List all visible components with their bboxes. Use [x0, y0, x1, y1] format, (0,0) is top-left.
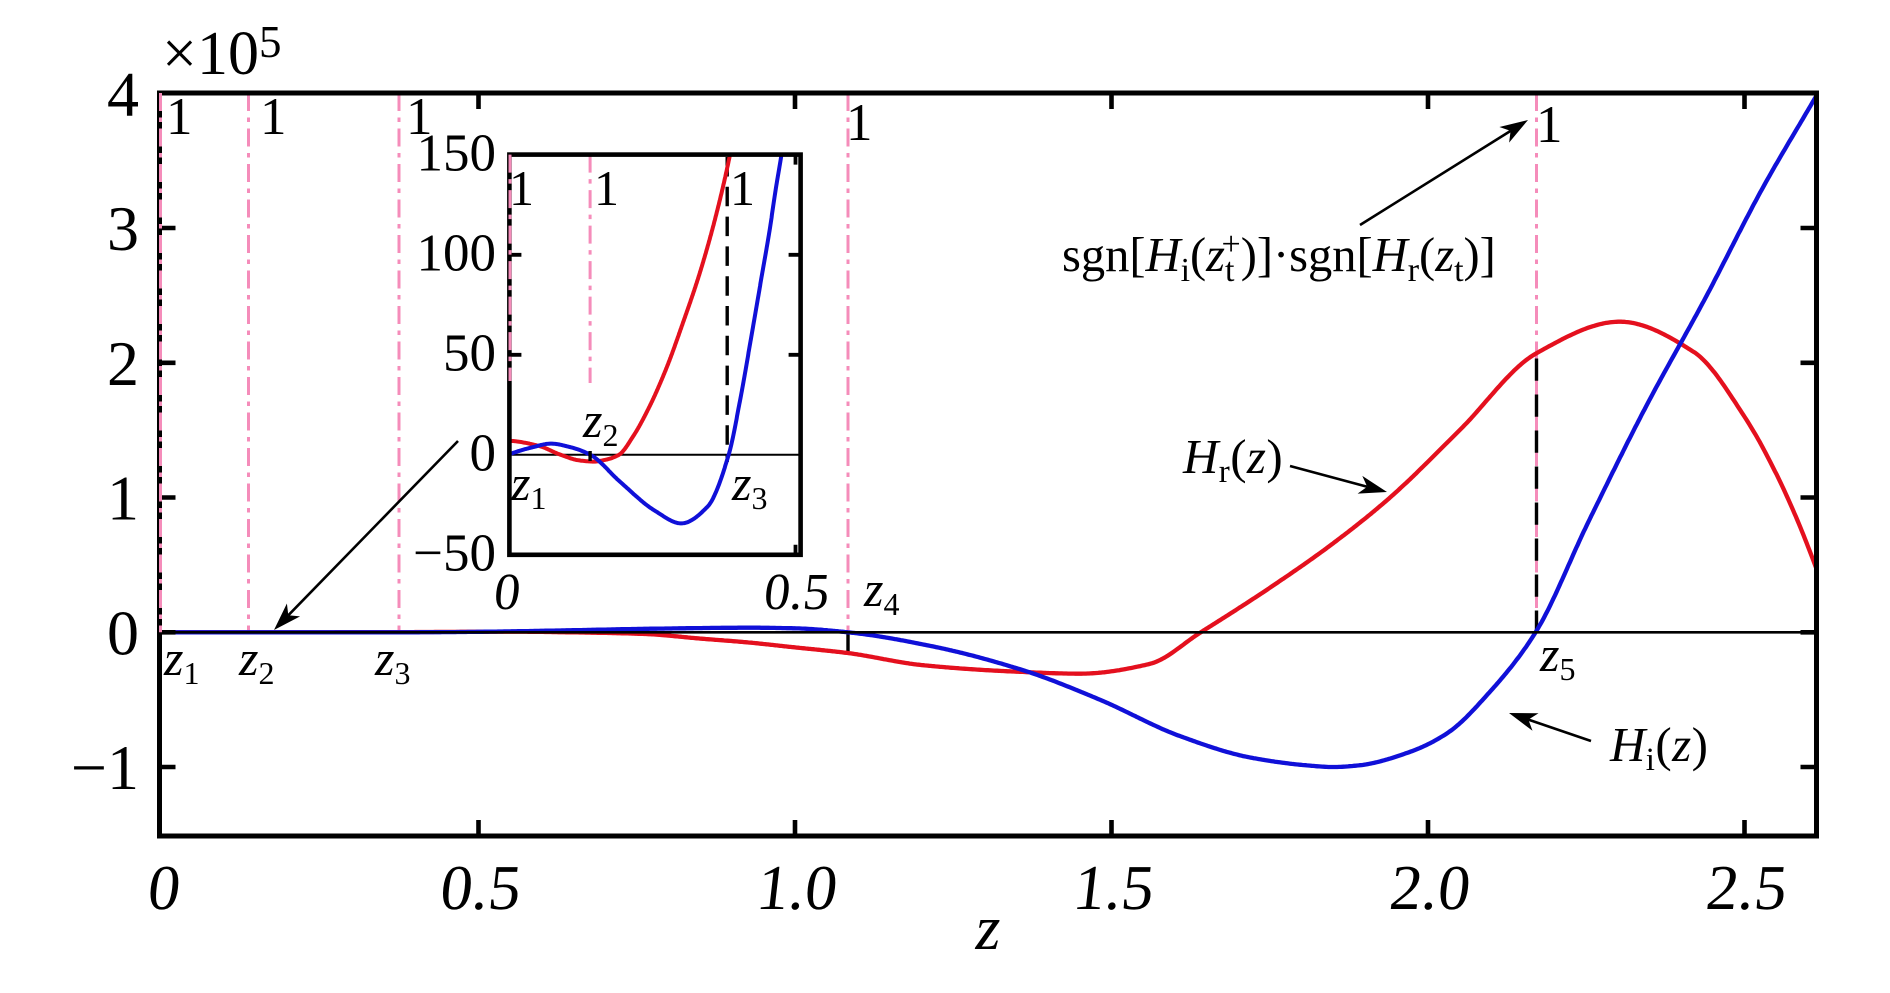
svg-text:1: 1	[166, 88, 193, 146]
svg-text:2.5: 2.5	[1703, 852, 1791, 923]
svg-text:z2: z2	[238, 630, 274, 691]
svg-text:1: 1	[260, 88, 287, 146]
svg-text:1: 1	[846, 94, 873, 152]
svg-text:Hr(z): Hr(z)	[1182, 429, 1283, 490]
svg-text:1: 1	[509, 160, 534, 216]
svg-text:0: 0	[491, 564, 523, 621]
svg-text:3: 3	[107, 193, 139, 264]
svg-text:150: 150	[417, 124, 497, 182]
svg-text:1: 1	[107, 463, 139, 534]
svg-text:4: 4	[107, 58, 139, 129]
svg-text:−50: −50	[413, 524, 496, 582]
svg-text:50: 50	[443, 324, 496, 382]
svg-text:z: z	[975, 892, 1001, 963]
svg-text:2: 2	[107, 328, 139, 399]
svg-text:Hi(z): Hi(z)	[1609, 717, 1708, 778]
svg-text:0.5: 0.5	[437, 852, 525, 923]
svg-text:1: 1	[730, 160, 755, 216]
svg-text:sgn[Hi(zt+)]·sgn[Hr(zt)]: sgn[Hi(zt+)]·sgn[Hr(zt)]	[1062, 226, 1496, 289]
svg-text:1.0: 1.0	[753, 852, 841, 923]
svg-text:2.0: 2.0	[1386, 852, 1474, 923]
svg-text:1: 1	[1536, 96, 1563, 154]
svg-text:0: 0	[107, 597, 139, 668]
svg-text:0: 0	[470, 424, 497, 482]
svg-text:1: 1	[406, 88, 433, 146]
svg-text:−1: −1	[71, 732, 139, 803]
svg-text:0.5: 0.5	[761, 564, 832, 621]
svg-text:1: 1	[594, 160, 619, 216]
svg-text:1.5: 1.5	[1070, 852, 1158, 923]
svg-text:100: 100	[417, 224, 497, 282]
